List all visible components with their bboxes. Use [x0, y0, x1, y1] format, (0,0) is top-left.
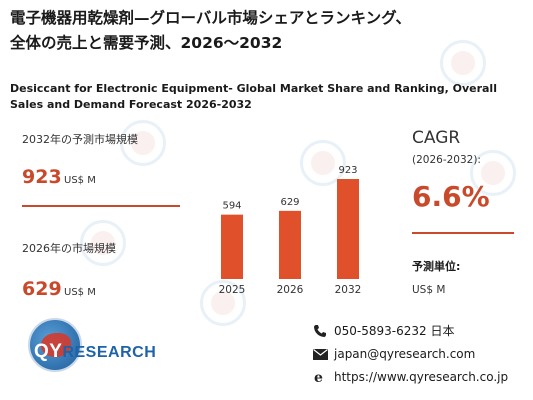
website-link[interactable]: https://www.qyresearch.co.jp [334, 370, 509, 384]
title-jp-line2: 全体の売上と需要予測、2026～2032 [10, 34, 283, 52]
watermark-logo-icon [120, 120, 166, 166]
watermark-logo-icon [300, 140, 346, 186]
forecast-label: 2032年の予測市場規模 [22, 133, 138, 146]
bar-2026 [279, 210, 301, 279]
watermark-logo-icon [440, 40, 486, 86]
divider-line [22, 205, 180, 207]
bar-value-label: 629 [280, 197, 299, 208]
category-label: 2026 [277, 284, 304, 296]
watermark-logo-icon [200, 280, 246, 326]
watermark-logo-icon [470, 150, 516, 196]
unit-heading: 予測単位: [412, 260, 461, 273]
category-label: 2025 [219, 284, 246, 296]
bar-value-label: 594 [222, 201, 241, 212]
logo-rest: RESEARCH [62, 344, 157, 361]
bar-2032 [337, 179, 359, 279]
logo-text: QYRESEARCH [34, 341, 156, 363]
category-label: 2032 [335, 284, 362, 296]
phone-icon [312, 324, 328, 338]
divider-line [412, 232, 514, 234]
title-jp-line1: 電子機器用乾燥剤—グローバル市場シェアとランキング、 [10, 9, 411, 27]
page-title-en: Desiccant for Electronic Equipment- Glob… [10, 82, 497, 111]
market-size-bar-chart: 594 2025 629 2026 923 2032 [219, 165, 362, 296]
current-value: 629 [22, 278, 62, 300]
phone-text: 050-5893-6232 日本 [334, 324, 455, 338]
mail-icon [312, 347, 328, 361]
forecast-value: 923 [22, 166, 62, 188]
contact-email: japan@qyresearch.com [312, 347, 475, 361]
cagr-title: CAGR [412, 128, 461, 148]
email-link[interactable]: japan@qyresearch.com [334, 347, 476, 361]
cagr-value: 6.6% [412, 180, 490, 213]
page-title-jp: 電子機器用乾燥剤—グローバル市場シェアとランキング、 全体の売上と需要予測、20… [10, 6, 525, 56]
bar-value-label: 923 [338, 165, 357, 176]
logo-initial: QY [34, 341, 63, 362]
current-label: 2026年の市場規模 [22, 242, 116, 255]
svg-text:e: e [314, 370, 323, 384]
watermark-logo-icon [80, 220, 126, 266]
bar-2025 [221, 214, 243, 279]
contact-website: e https://www.qyresearch.co.jp [312, 370, 508, 384]
current-unit: US$ M [64, 287, 96, 298]
contact-phone: 050-5893-6232 日本 [312, 322, 454, 339]
forecast-unit: US$ M [64, 175, 96, 186]
cagr-period: (2026-2032): [412, 154, 481, 166]
browser-icon: e [312, 370, 328, 384]
globe-icon [28, 318, 82, 372]
qyresearch-logo: QYRESEARCH [20, 318, 180, 378]
unit-value: US$ M [412, 284, 446, 296]
